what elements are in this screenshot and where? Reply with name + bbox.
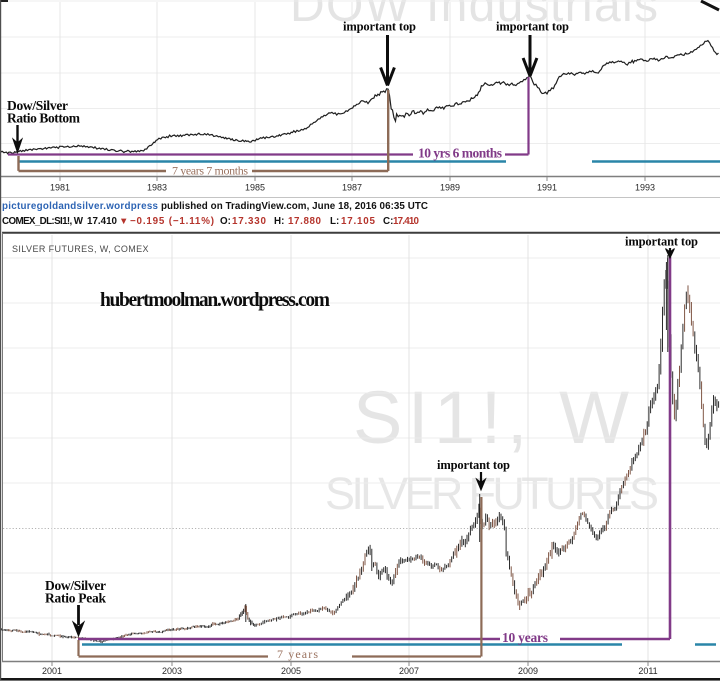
svg-text:10 yrs 6 months: 10 yrs 6 months — [418, 146, 502, 161]
svg-text:important top: important top — [625, 235, 698, 249]
svg-text:2011: 2011 — [638, 666, 657, 676]
svg-text:2007: 2007 — [399, 666, 419, 676]
svg-text:picturegoldandsilver.wordpress: picturegoldandsilver.wordpress — [2, 201, 159, 212]
svg-text:important top: important top — [437, 458, 510, 472]
svg-text:7 years 7 months: 7 years 7 months — [172, 164, 248, 178]
svg-text:1989: 1989 — [440, 183, 460, 193]
svg-text:SILVER FUTURES, W, COMEX: SILVER FUTURES, W, COMEX — [12, 244, 149, 254]
svg-text:1991: 1991 — [537, 183, 557, 193]
svg-text:2005: 2005 — [281, 666, 301, 676]
svg-text:Ratio Peak: Ratio Peak — [45, 591, 106, 606]
svg-text:Ratio Bottom: Ratio Bottom — [7, 111, 81, 126]
svg-text:▼: ▼ — [119, 216, 128, 227]
svg-text:L:: L: — [330, 216, 339, 227]
svg-text:1987: 1987 — [342, 183, 362, 193]
svg-text:O:: O: — [220, 216, 231, 227]
svg-text:SI1!, W: SI1!, W — [353, 376, 629, 459]
svg-text:DOW Industrials: DOW Industrials — [290, 0, 658, 32]
svg-text:17.410: 17.410 — [87, 216, 118, 227]
svg-text:published on TradingView.com,: published on TradingView.com, June 18, 2… — [161, 201, 428, 212]
svg-text:2001: 2001 — [42, 666, 62, 676]
svg-text:important top: important top — [496, 20, 569, 34]
svg-text:SILVER FUTURES: SILVER FUTURES — [325, 468, 659, 519]
svg-text:important top: important top — [343, 20, 416, 34]
svg-text:17.330: 17.330 — [232, 216, 267, 227]
svg-text:17.105: 17.105 — [341, 216, 376, 227]
svg-text:hubertmoolman.wordpress.com: hubertmoolman.wordpress.com — [100, 290, 330, 311]
svg-text:10 years: 10 years — [502, 630, 548, 645]
svg-text:H:: H: — [274, 216, 284, 227]
svg-text:7 years: 7 years — [277, 647, 318, 661]
svg-text:−0.195 (−1.11%): −0.195 (−1.11%) — [130, 216, 214, 227]
svg-text:17.880: 17.880 — [288, 216, 322, 227]
svg-text:C:: C: — [383, 216, 393, 227]
svg-text:Dow/Silver: Dow/Silver — [45, 578, 106, 593]
svg-text:2003: 2003 — [162, 666, 182, 676]
svg-text:Dow/Silver: Dow/Silver — [7, 98, 68, 113]
svg-text:1993: 1993 — [635, 183, 655, 193]
svg-text:1981: 1981 — [50, 183, 70, 193]
svg-text:17.410: 17.410 — [393, 216, 420, 227]
svg-text:1985: 1985 — [245, 183, 265, 193]
svg-text:2009: 2009 — [518, 666, 538, 676]
svg-text:COMEX_DL:SI1!, W: COMEX_DL:SI1!, W — [2, 216, 84, 227]
svg-text:1983: 1983 — [147, 183, 167, 193]
